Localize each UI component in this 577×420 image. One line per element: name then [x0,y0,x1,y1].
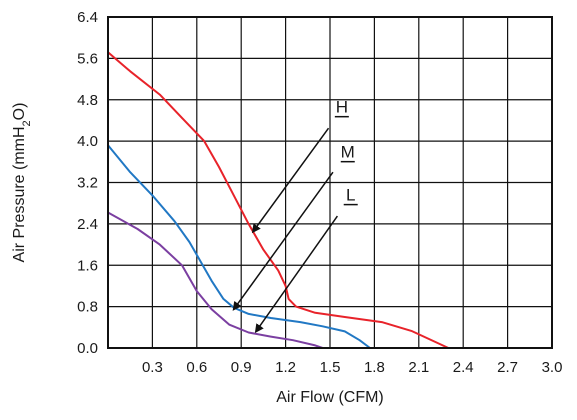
x-tick-label: 0.3 [142,359,163,376]
plot-frame [107,16,553,349]
y-axis-title: Air Pressure (mmH2O) [11,103,33,263]
y-tick-label: 3.2 [77,175,98,192]
y-tick-label: 5.6 [77,50,98,67]
annotation-label-l: L [346,186,355,205]
y-axis-title-suffix: O) [11,103,28,121]
x-tick-label: 0.9 [231,359,252,376]
series-group [107,51,450,349]
series-line-l [107,211,324,349]
x-tick-label: 2.7 [497,359,518,376]
y-tick-label: 4.8 [77,92,98,109]
y-tick-label: 0.8 [77,299,98,316]
x-tick-label: 0.6 [186,359,207,376]
y-tick-label: 2.4 [77,216,98,233]
annotation-label-m: M [341,143,355,162]
x-tick-label: 2.1 [408,359,429,376]
x-tick-label: 2.4 [453,359,474,376]
annotation-arrow-l [254,215,339,334]
y-tick-label: 6.4 [77,9,98,26]
series-line-m [107,144,371,349]
x-tick-label: 1.5 [320,359,341,376]
y-axis-title-main: Air Pressure (mmH [11,126,28,262]
x-tick-label: 3.0 [542,359,563,376]
x-tick-label: 1.8 [364,359,385,376]
y-axis-title-subscript: 2 [21,120,33,126]
y-tick-labels: 0.0 0.8 1.6 2.4 3.2 4.0 4.8 5.6 6.4 [77,9,98,357]
y-tick-label: 1.6 [77,257,98,274]
annotations: H M L [232,98,358,334]
series-line-h [107,51,450,349]
annotation-arrow-h [251,127,330,234]
grid [108,16,553,349]
x-tick-labels: 0.3 0.6 0.9 1.2 1.5 1.8 2.1 2.4 2.7 3.0 [142,359,562,376]
x-axis-title: Air Flow (CFM) [276,389,384,406]
annotation-arrow-m [232,171,334,311]
y-tick-label: 4.0 [77,133,98,150]
annotation-label-h: H [336,98,348,117]
y-tick-label: 0.0 [77,340,98,357]
x-tick-label: 1.2 [275,359,296,376]
